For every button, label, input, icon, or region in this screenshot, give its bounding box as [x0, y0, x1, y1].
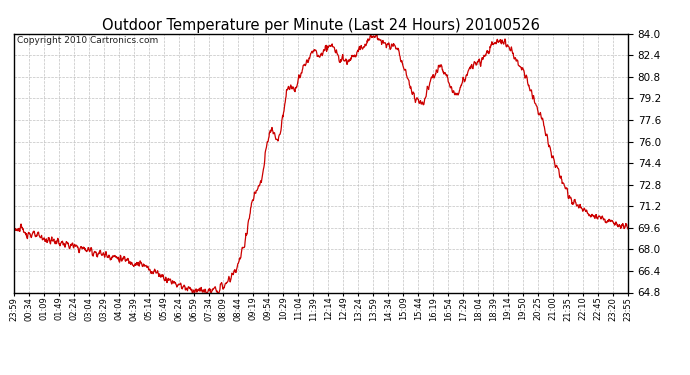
Title: Outdoor Temperature per Minute (Last 24 Hours) 20100526: Outdoor Temperature per Minute (Last 24 … [102, 18, 540, 33]
Text: Copyright 2010 Cartronics.com: Copyright 2010 Cartronics.com [17, 36, 158, 45]
